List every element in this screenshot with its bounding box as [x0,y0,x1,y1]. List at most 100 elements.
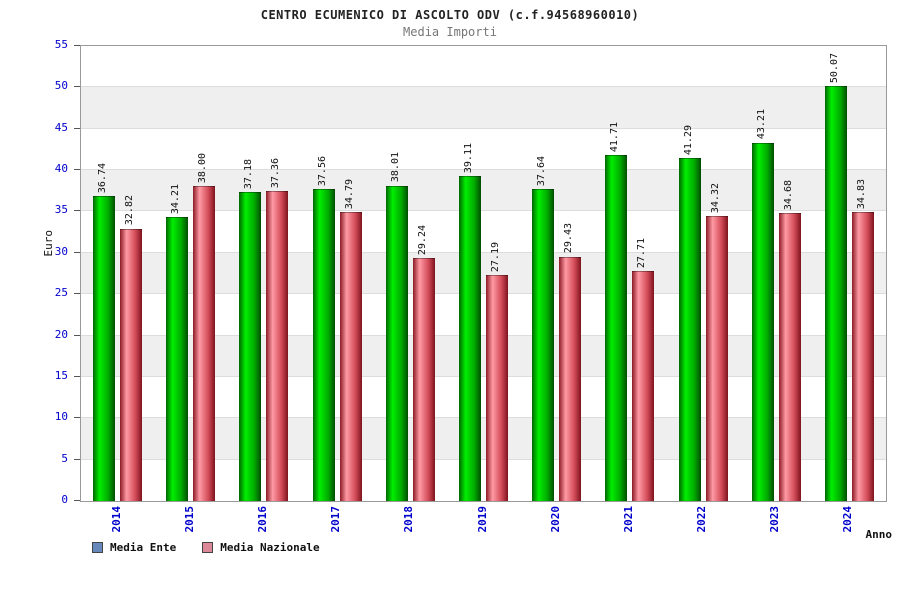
y-tick-mark [74,251,80,253]
bar-media-nazionale [778,213,801,501]
y-tick-label: 30 [54,244,68,258]
bar-media-nazionale [559,256,582,501]
bar-media-ente [678,158,701,501]
y-tick-mark [74,334,80,336]
bar-media-ente [385,185,408,501]
legend-swatch-media-nazionale [202,542,214,553]
x-tick-label: 2024 [841,506,855,533]
legend: Media Ente Media Nazionale [92,541,320,554]
legend-swatch-media-ente [92,542,103,553]
y-tick-mark [74,458,80,460]
bar-media-ente [824,85,847,501]
gridline [81,375,886,377]
plot-area: 36.74 32.82 34.21 38.00 37.18 37.36 37.56 34.79… [80,45,887,502]
x-axis-title: Anno [865,528,893,541]
value-label-media-ente: 37.18 [243,159,255,190]
value-label-media-nazionale: 29.24 [416,225,428,256]
legend-label-media-nazionale: Media Nazionale [220,541,320,554]
y-tick-mark [74,45,80,46]
gridline [81,293,886,295]
x-tick-label: 2019 [475,506,489,533]
bar-media-nazionale [705,216,728,501]
bar-media-nazionale [193,185,216,501]
bar-media-ente [532,188,555,501]
x-tick-label: 2020 [548,506,562,533]
y-tick-mark [74,210,80,212]
value-label-media-nazionale: 27.19 [490,241,501,273]
y-tick-mark [74,293,80,295]
value-label-media-ente: 38.01 [389,152,401,183]
x-tick-label: 2016 [255,506,269,533]
bar-media-nazionale [851,211,874,501]
x-tick-label: 2023 [768,506,782,533]
value-label-media-nazionale: 34.79 [343,179,355,210]
y-tick-label: 15 [54,368,68,382]
gridline [81,458,886,460]
bar-media-ente [93,196,116,501]
bar-media-ente [166,217,189,501]
y-tick-label: 45 [54,120,68,134]
bar-media-nazionale [120,228,143,501]
x-tick-label: 2017 [329,506,343,533]
chart-title: CENTRO ECUMENICO DI ASCOLTO ODV (c.f.945… [260,8,640,22]
y-tick-label: 50 [54,79,68,93]
y-tick-label: 35 [54,203,68,217]
y-tick-label: 55 [54,38,68,51]
y-tick-label: 20 [54,327,68,341]
y-tick-mark [74,86,80,88]
gridline [81,417,886,419]
value-label-media-ente: 37.56 [316,156,328,187]
bar-media-nazionale [412,258,435,501]
legend-label-media-ente: Media Ente [110,541,177,554]
y-tick-mark [74,417,80,419]
value-label-media-nazionale: 37.36 [270,157,282,188]
value-label-media-nazionale: 32.82 [124,195,136,226]
x-tick-label: 2018 [402,506,416,533]
value-label-media-nazionale: 29.43 [563,223,575,254]
bar-media-nazionale [632,270,655,501]
legend-item-media-ente: Media Ente [92,541,176,554]
bar-media-ente [751,142,774,501]
bar-media-ente [312,189,335,501]
x-tick-label: 2021 [621,506,635,533]
x-tick-label: 2022 [695,506,709,533]
x-tick-label: 2015 [182,506,196,533]
bar-media-ente [605,154,628,501]
legend-item-media-nazionale: Media Nazionale [202,541,320,554]
value-label-media-nazionale: 27.71 [636,237,648,268]
y-tick-label: 5 [61,451,68,465]
y-tick-mark [74,127,80,129]
value-label-media-ente: 36.74 [97,162,109,194]
y-tick-mark [74,500,80,501]
bar-media-ente [459,176,481,501]
y-tick-mark [74,169,80,171]
value-label-media-nazionale: 38.00 [197,152,209,183]
y-tick-label: 0 [61,493,68,506]
value-label-media-ente: 34.21 [170,183,182,214]
bar-media-ente [239,192,262,501]
gridline [81,334,886,336]
value-label-media-ente: 37.64 [536,155,548,186]
x-tick-label: 2014 [109,506,123,533]
gridline [81,86,886,88]
value-label-media-ente: 50.07 [828,52,840,83]
value-label-media-ente: 41.29 [682,125,694,156]
value-label-media-nazionale: 34.83 [855,178,867,209]
gridline [81,169,886,171]
bar-media-nazionale [486,275,508,501]
value-label-media-ente: 39.11 [463,143,474,174]
value-label-media-ente: 43.21 [755,109,767,140]
bar-media-nazionale [339,212,362,501]
y-tick-label: 10 [54,410,68,424]
y-tick-label: 25 [54,286,68,300]
plot-band [81,46,886,87]
gridline [81,210,886,212]
y-tick-mark [74,375,80,377]
gridline [81,127,886,129]
bar-media-nazionale [266,190,289,501]
value-label-media-nazionale: 34.68 [782,180,794,211]
plot-band [81,87,886,129]
value-label-media-nazionale: 34.32 [709,182,721,214]
gridline [81,251,886,253]
